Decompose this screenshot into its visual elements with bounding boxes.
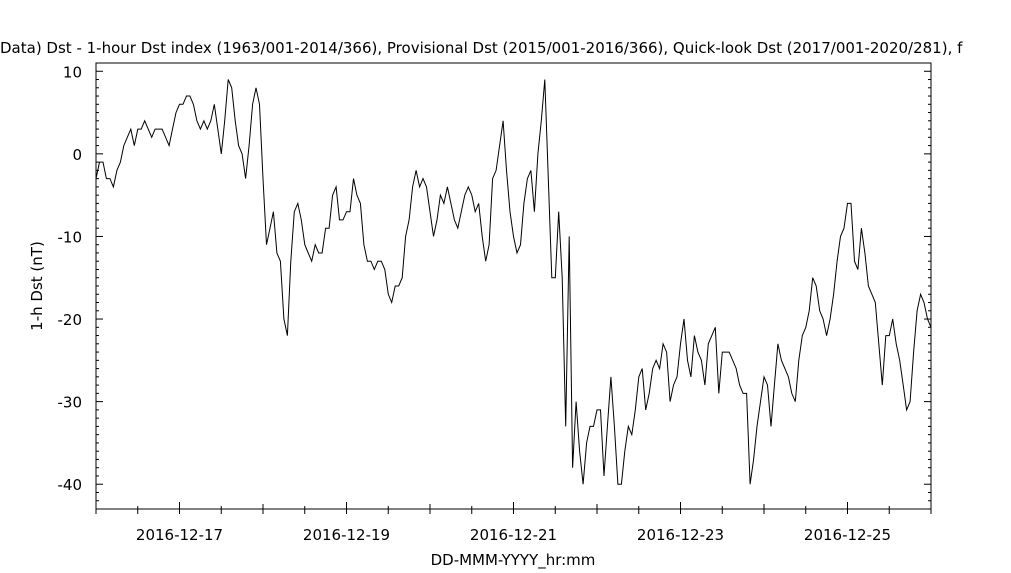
- plot-border: [95, 62, 932, 510]
- series-layer: [95, 79, 932, 485]
- plot-frame: [95, 62, 932, 510]
- y-tick-label: -40: [58, 476, 83, 494]
- y-tick-label: -20: [58, 311, 83, 329]
- y-axis: 10 0 -10 -20 -30 -40: [58, 62, 931, 510]
- y-axis-label: 1-h Dst (nT): [28, 241, 46, 331]
- y-tick-label: 0: [72, 146, 82, 164]
- x-tick-label: 2016-12-17: [136, 526, 223, 544]
- x-axis-label: DD-MMM-YYYY_hr:mm: [431, 551, 596, 570]
- y-tick-label: 10: [63, 63, 82, 81]
- x-tick-label: 2016-12-19: [303, 526, 390, 544]
- chart-title: Data) Dst - 1-hour Dst index (1963/001-2…: [0, 39, 963, 57]
- dst-series-line: [95, 79, 932, 485]
- x-tick-label: 2016-12-21: [470, 526, 557, 544]
- x-axis: 2016-12-17 2016-12-19 2016-12-21 2016-12-23…: [95, 502, 932, 544]
- x-tick-label: 2016-12-23: [637, 526, 724, 544]
- y-tick-label: -10: [58, 228, 83, 246]
- x-tick-label: 2016-12-25: [804, 526, 891, 544]
- y-tick-label: -30: [58, 394, 83, 412]
